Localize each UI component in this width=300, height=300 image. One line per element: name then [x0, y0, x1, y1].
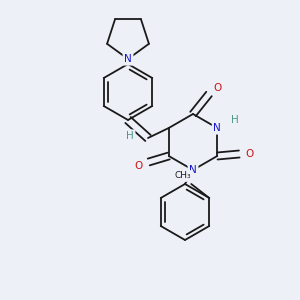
Text: H: H — [231, 115, 239, 125]
Text: N: N — [189, 165, 197, 175]
Text: O: O — [135, 161, 143, 171]
Text: N: N — [213, 123, 221, 133]
Text: CH₃: CH₃ — [175, 172, 192, 181]
Text: H: H — [126, 131, 134, 141]
Text: N: N — [124, 54, 132, 64]
Text: O: O — [245, 149, 254, 159]
Text: O: O — [213, 83, 221, 93]
